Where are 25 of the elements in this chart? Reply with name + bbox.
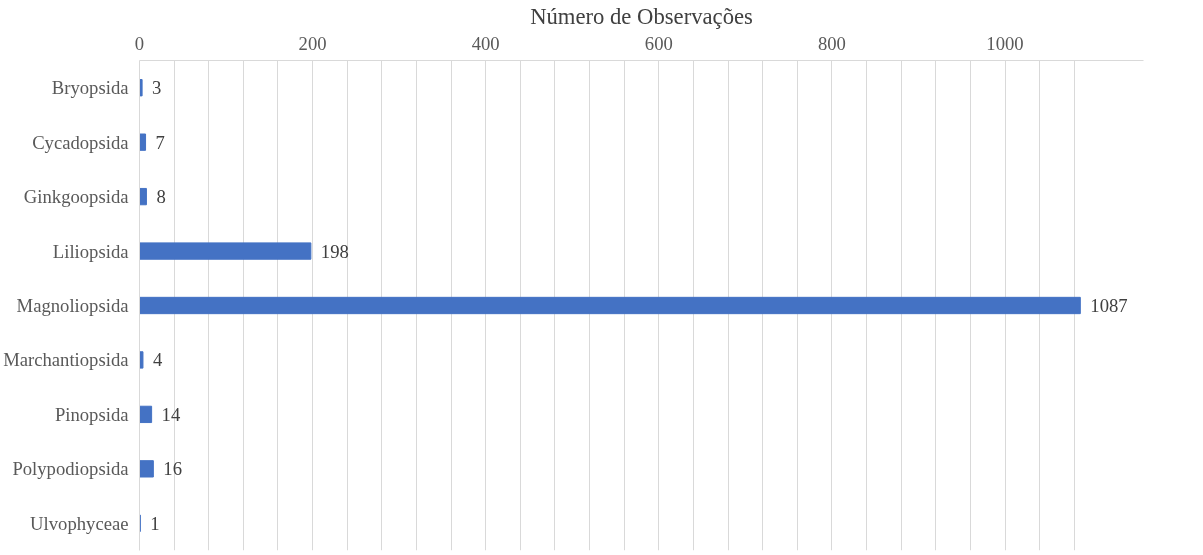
data-label: 8: [156, 186, 166, 208]
x-tick-label: 600: [644, 32, 673, 54]
y-tick-label: Ginkgoopsida: [23, 186, 130, 208]
y-tick-label: Polypodiopsida: [12, 458, 130, 480]
y-tick-label: Bryopsida: [51, 77, 130, 99]
y-tick-label: Cycadopsida: [32, 131, 130, 153]
x-axis-title: Número de Observações: [530, 3, 753, 29]
x-tick-label: 0: [134, 32, 145, 54]
y-tick-label: Marchantiopsida: [3, 349, 130, 371]
x-tick-label: 400: [471, 32, 500, 54]
data-label: 4: [152, 349, 163, 371]
y-tick-label: Ulvophyceae: [30, 512, 129, 534]
y-tick-label: Magnoliopsida: [16, 295, 130, 316]
data-label: 1: [150, 512, 160, 534]
data-label: 16: [163, 458, 182, 480]
x-tick-label: 800: [817, 32, 846, 54]
data-label: 3: [152, 77, 162, 99]
data-label: 14: [161, 403, 181, 425]
x-tick-label: 200: [298, 32, 327, 54]
data-label: 1087: [1090, 295, 1128, 316]
y-tick-label: Pinopsida: [54, 403, 130, 425]
data-label: 7: [155, 131, 165, 153]
x-tick-label: 1000: [986, 32, 1024, 54]
data-label: 198: [320, 240, 349, 262]
y-tick-label: Liliopsida: [52, 240, 130, 262]
